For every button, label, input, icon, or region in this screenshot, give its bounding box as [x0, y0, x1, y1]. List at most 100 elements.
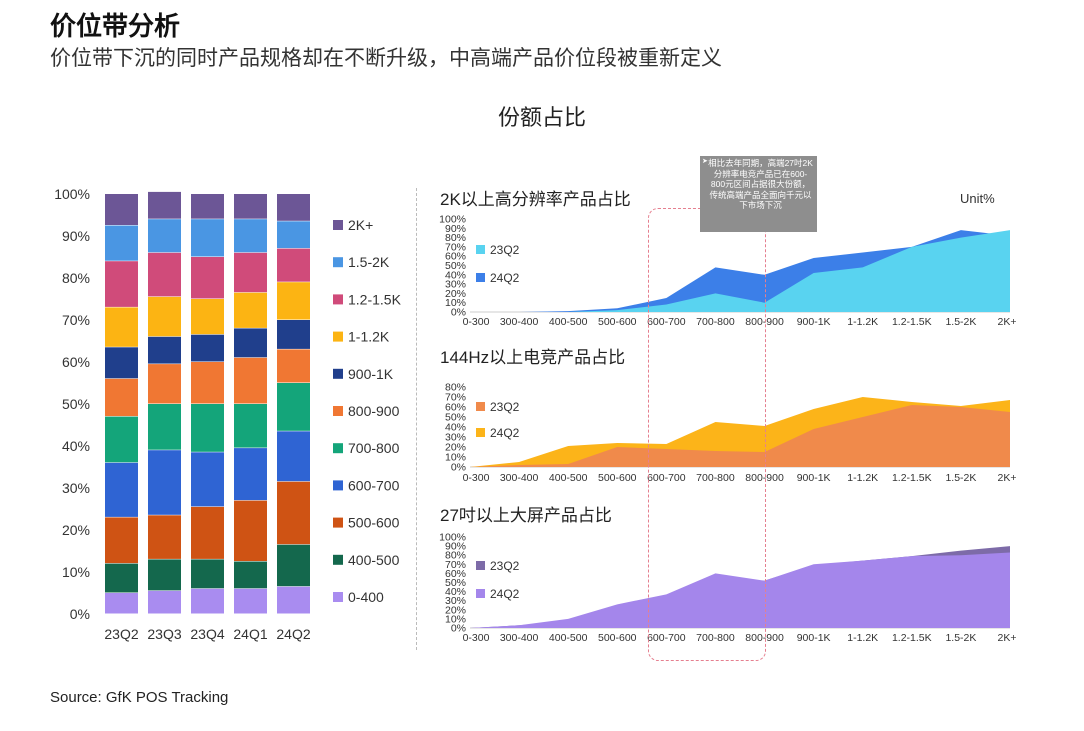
bar-segment-2k	[148, 191, 181, 219]
source-note: Source: GfK POS Tracking	[50, 689, 229, 706]
area-y-tick-label: 90%	[445, 541, 466, 553]
area-x-tick-label: 900-1K	[797, 316, 831, 328]
area-legend-swatch-23q2	[476, 402, 485, 411]
area-legend-swatch-23q2	[476, 245, 485, 254]
bar-segment-0-400	[277, 586, 310, 614]
legend-label-1-1-2k: 1-1.2K	[348, 329, 390, 345]
bar-segment-800-900	[105, 378, 138, 417]
area-y-tick-label: 80%	[445, 232, 466, 244]
area-y-tick-label: 70%	[445, 392, 466, 404]
bar-segment-800-900	[234, 357, 267, 404]
area-legend-label-24q2: 24Q2	[490, 587, 520, 601]
bar-segment-400-500	[105, 563, 138, 593]
bar-segment-1-1-2k	[277, 282, 310, 320]
bar-segment-1-2-1-5k	[191, 257, 224, 299]
area-legend-swatch-23q2	[476, 561, 485, 570]
area-y-tick-label: 50%	[445, 577, 466, 589]
callout-text: 相比去年同期，高端27吋2K分辨率电竞产品已在600-800元区间占据很大份额，…	[708, 158, 813, 211]
bar-segment-1-1-2k	[234, 292, 267, 328]
area-y-tick-label: 50%	[445, 260, 466, 272]
bar-segment-400-500	[234, 561, 267, 589]
area-y-tick-label: 30%	[445, 595, 466, 607]
bar-segment-1-5-2k	[234, 219, 267, 253]
bar-segment-2k	[277, 194, 310, 221]
area-x-tick-label: 400-500	[549, 316, 588, 328]
bar-segment-900-1k	[277, 320, 310, 349]
bar-segment-400-500	[277, 544, 310, 587]
bar-segment-1-5-2k	[148, 219, 181, 253]
area-x-tick-label: 2K+	[998, 472, 1017, 484]
area-legend-label-23q2: 23Q2	[490, 559, 520, 573]
bar-y-tick-label: 40%	[62, 438, 90, 454]
area-x-tick-label: 1.5-2K	[945, 632, 976, 644]
area-x-tick-label: 0-300	[463, 632, 490, 644]
area-y-tick-label: 60%	[445, 568, 466, 580]
area-x-tick-label: 300-400	[500, 472, 539, 484]
bar-segment-500-600	[191, 506, 224, 559]
legend-swatch-0-400	[333, 592, 343, 602]
bar-segment-700-800	[105, 416, 138, 463]
area-y-tick-label: 0%	[451, 462, 466, 474]
bar-y-tick-label: 70%	[62, 312, 90, 328]
bar-y-tick-label: 80%	[62, 270, 90, 286]
bar-segment-1-2-1-5k	[277, 248, 310, 282]
bar-segment-400-500	[148, 559, 181, 591]
bar-segment-0-400	[234, 588, 267, 614]
area-x-tick-label: 800-900	[745, 316, 784, 328]
area-x-tick-label: 0-300	[463, 316, 490, 328]
area-y-tick-label: 40%	[445, 422, 466, 434]
bar-segment-800-900	[277, 349, 310, 383]
chart-heading: 份额占比	[497, 105, 586, 130]
area-y-tick-label: 80%	[445, 382, 466, 394]
area-series-23q2	[470, 405, 1010, 467]
bar-segment-600-700	[234, 448, 267, 501]
legend-label-800-900: 800-900	[348, 403, 400, 419]
bar-x-tick-label: 23Q2	[104, 626, 138, 642]
bar-segment-1-5-2k	[105, 225, 138, 261]
screen-size-chart-title: 27吋以上大屏产品占比	[440, 506, 612, 525]
area-x-tick-label: 400-500	[549, 472, 588, 484]
area-y-tick-label: 30%	[445, 279, 466, 291]
bar-segment-400-500	[191, 559, 224, 589]
area-x-tick-label: 700-800	[696, 472, 735, 484]
bar-segment-900-1k	[191, 334, 224, 362]
bar-segment-900-1k	[148, 336, 181, 364]
area-y-tick-label: 80%	[445, 550, 466, 562]
area-legend-label-23q2: 23Q2	[490, 400, 520, 414]
bar-y-tick-label: 20%	[62, 522, 90, 538]
panel-divider	[416, 188, 417, 650]
area-legend-swatch-24q2	[476, 589, 485, 598]
bar-x-tick-label: 23Q3	[147, 626, 181, 642]
area-y-tick-label: 20%	[445, 442, 466, 454]
bar-segment-1-1-2k	[105, 307, 138, 347]
area-x-tick-label: 500-600	[598, 316, 637, 328]
legend-label-600-700: 600-700	[348, 477, 400, 493]
area-x-tick-label: 1.5-2K	[945, 472, 976, 484]
bar-y-tick-label: 10%	[62, 564, 90, 580]
area-y-tick-label: 70%	[445, 241, 466, 253]
area-series-23q2	[470, 230, 1010, 312]
area-x-tick-label: 900-1K	[797, 472, 831, 484]
bar-x-tick-label: 24Q1	[233, 626, 267, 642]
bar-segment-1-2-1-5k	[105, 261, 138, 307]
legend-label-1-5-2k: 1.5-2K	[348, 254, 390, 270]
bar-segment-700-800	[234, 404, 267, 448]
legend-swatch-900-1k	[333, 368, 343, 379]
bar-segment-700-800	[277, 383, 310, 431]
legend-label-0-400: 0-400	[348, 589, 384, 605]
legend-label-900-1k: 900-1K	[348, 366, 394, 382]
area-y-tick-label: 10%	[445, 297, 466, 309]
bar-segment-1-1-2k	[191, 299, 224, 335]
area-y-tick-label: 70%	[445, 559, 466, 571]
bar-segment-900-1k	[234, 328, 267, 358]
area-x-tick-label: 600-700	[647, 316, 686, 328]
legend-swatch-500-600	[333, 517, 343, 528]
area-y-tick-label: 10%	[445, 452, 466, 464]
area-x-tick-label: 600-700	[647, 632, 686, 644]
bar-x-tick-label: 23Q4	[190, 626, 224, 642]
area-legend-swatch-24q2	[476, 428, 485, 437]
area-y-tick-label: 0%	[451, 623, 466, 635]
legend-swatch-800-900	[333, 406, 343, 416]
